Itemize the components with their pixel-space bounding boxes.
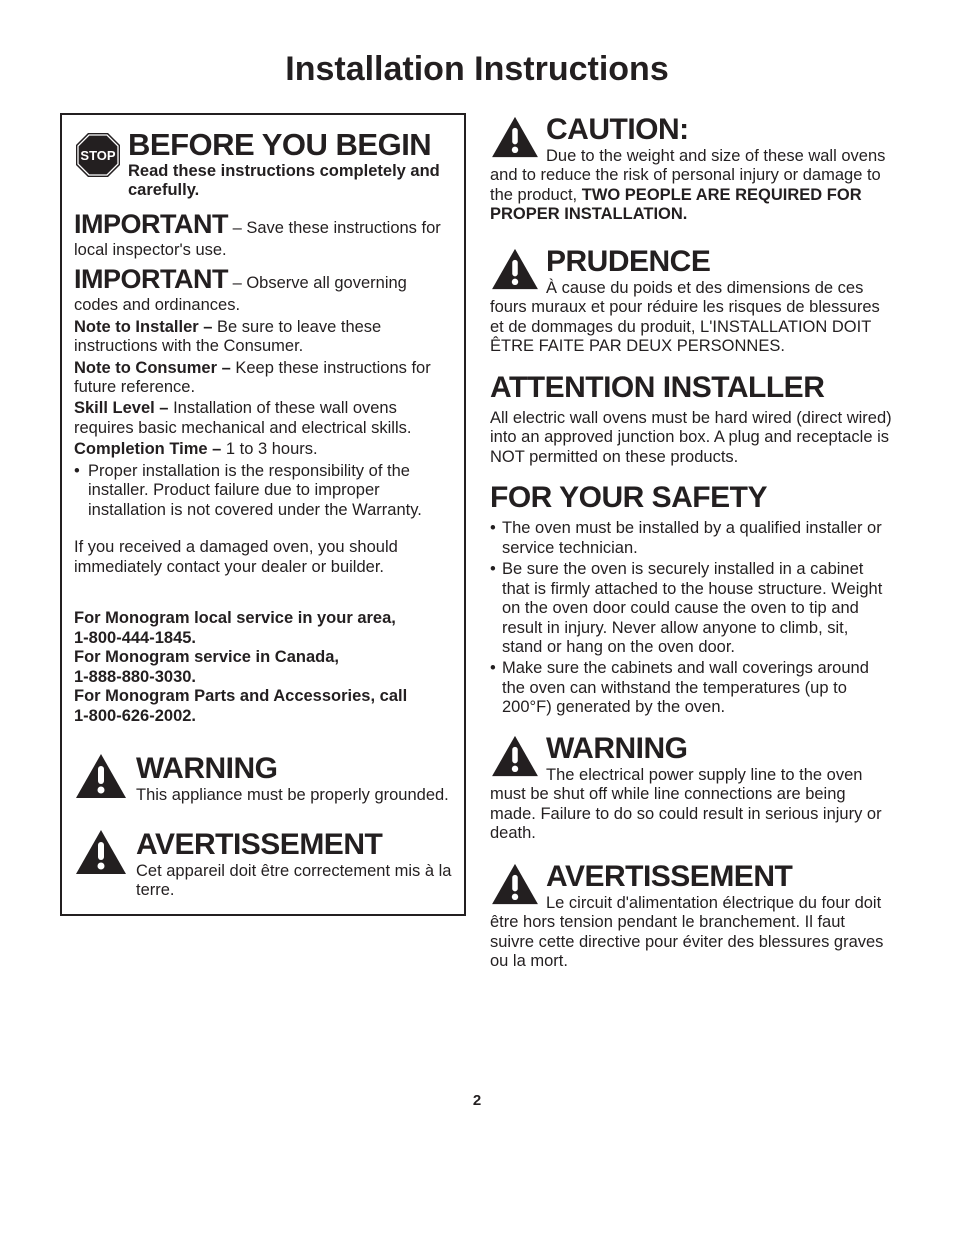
damaged-oven: If you received a damaged oven, you shou… [74, 538, 452, 577]
prudence-heading: PRUDENCE [546, 245, 710, 278]
warning-icon [490, 115, 540, 159]
important-2: IMPORTANT – Observe all governing codes … [74, 264, 452, 315]
prudence-text: À cause du poids et des dimensions de ce… [490, 279, 892, 357]
service-block: For Monogram local service in your area,… [74, 609, 452, 726]
avertissement-text-left: Cet appareil doit être correctement mis … [136, 862, 452, 901]
completion-label: Completion Time – [74, 440, 226, 458]
note-installer-label: Note to Installer – [74, 318, 217, 336]
safety-bullet-2: Be sure the oven is securely installed i… [490, 560, 892, 657]
for-your-safety-heading: FOR YOUR SAFETY [490, 481, 892, 515]
warning-icon [74, 828, 128, 876]
important-1: IMPORTANT – Save these instructions for … [74, 209, 452, 260]
avertissement-heading-left: AVERTISSEMENT [136, 828, 452, 862]
attention-installer-text: All electric wall ovens must be hard wir… [490, 409, 892, 467]
completion-text: 1 to 3 hours. [226, 440, 318, 458]
avertissement-text-right: Le circuit d'alimentation électrique du … [490, 894, 892, 972]
warning-text-right: The electrical power supply line to the … [490, 766, 892, 844]
warning-icon [490, 862, 540, 906]
warning-icon [490, 734, 540, 778]
note-consumer: Note to Consumer – Keep these instructio… [74, 359, 452, 398]
note-installer: Note to Installer – Be sure to leave the… [74, 318, 452, 357]
svc-canada-phone: 1-888-880-3030. [74, 668, 452, 687]
safety-bullet-1: The oven must be installed by a qualifie… [490, 519, 892, 558]
svc-local-label: For Monogram local service in your area, [74, 609, 452, 628]
prudence-block: PRUDENCE À cause du poids et des dimensi… [490, 245, 892, 357]
avertissement-heading-right: AVERTISSEMENT [546, 860, 792, 893]
svc-canada-label: For Monogram service in Canada, [74, 648, 452, 667]
avertissement-block-right: AVERTISSEMENT Le circuit d'alimentation … [490, 860, 892, 972]
left-box: STOP BEFORE YOU BEGIN Read these instruc… [60, 113, 466, 916]
stop-icon: STOP [74, 131, 122, 179]
page-title: Installation Instructions [60, 50, 894, 89]
warning-heading-left: WARNING [136, 752, 449, 786]
svc-local-phone: 1-800-444-1845. [74, 629, 452, 648]
caution-text: Due to the weight and size of these wall… [490, 147, 892, 225]
completion-time: Completion Time – 1 to 3 hours. [74, 440, 452, 459]
warning-icon [490, 247, 540, 291]
safety-bullet-3: Make sure the cabinets and wall covering… [490, 659, 892, 717]
before-you-begin-heading: BEFORE YOU BEGIN [128, 129, 452, 160]
skill-label: Skill Level – [74, 399, 173, 417]
right-column: CAUTION: Due to the weight and size of t… [488, 113, 894, 972]
warranty-bullet: Proper installation is the responsibilit… [74, 462, 452, 520]
important-1-word: IMPORTANT [74, 209, 228, 239]
skill-level: Skill Level – Installation of these wall… [74, 399, 452, 438]
warning-icon [74, 752, 128, 800]
caution-heading: CAUTION: [546, 113, 689, 146]
svc-parts-phone: 1-800-626-2002. [74, 707, 452, 726]
svg-text:STOP: STOP [80, 148, 115, 163]
warning-block-right: WARNING The electrical power supply line… [490, 732, 892, 844]
before-you-begin-sub: Read these instructions completely and c… [128, 162, 452, 201]
page-number: 2 [60, 1092, 894, 1109]
attention-installer-heading: ATTENTION INSTALLER [490, 371, 892, 405]
note-consumer-label: Note to Consumer – [74, 359, 235, 377]
svc-parts-label: For Monogram Parts and Accessories, call [74, 687, 452, 706]
caution-block: CAUTION: Due to the weight and size of t… [490, 113, 892, 225]
warning-heading-right: WARNING [546, 732, 688, 765]
important-2-word: IMPORTANT [74, 264, 228, 294]
warning-text-left: This appliance must be properly grounded… [136, 786, 449, 805]
